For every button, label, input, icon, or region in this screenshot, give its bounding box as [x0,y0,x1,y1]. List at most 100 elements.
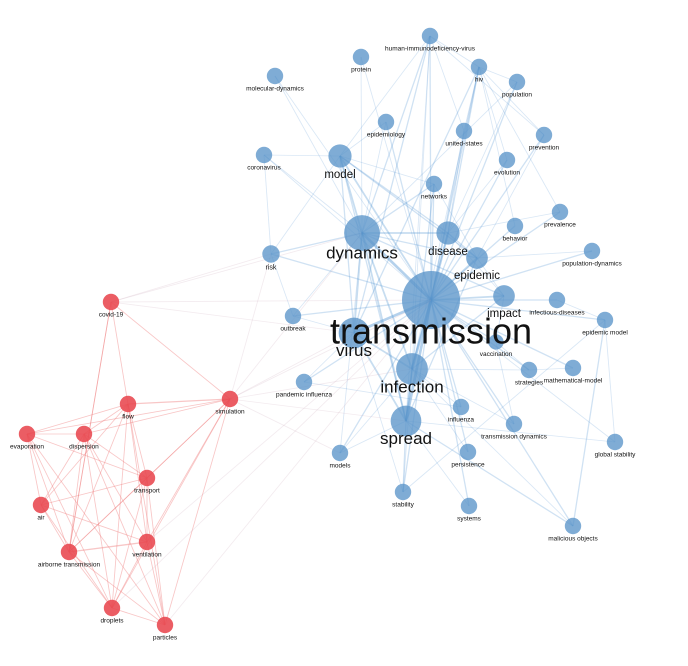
node-prevalence[interactable] [551,203,569,221]
node-prevention[interactable] [535,126,553,144]
node-label-transport: transport [134,487,160,494]
node-population[interactable] [508,73,526,91]
node-impact[interactable] [493,285,515,307]
node-label-molecular-dynamics: molecular-dynamics [246,85,305,92]
node-droplets[interactable] [103,599,121,617]
node-transmission-dynamics[interactable] [505,415,523,433]
edge-influenza-pandemic-influenza [303,381,462,408]
node-mathematical-model[interactable] [564,359,582,377]
edge-model-human-immunodeficiency-virus [339,35,431,157]
node-label-prevention: prevention [529,144,560,151]
node-label-disease: disease [428,246,468,258]
node-airborne-transmission[interactable] [60,543,78,561]
edge-air-ventilation [40,504,148,543]
node-epidemic[interactable] [466,247,488,269]
edge-airborne-transmission-droplets [68,551,113,609]
node-persistence[interactable] [459,443,477,461]
edge-evaporation-airborne-transmission [26,433,70,553]
edge-transmission-systems [430,299,470,507]
edge-disease-hiv [447,66,480,234]
node-virus[interactable] [338,317,370,349]
edge-particles-transmission [164,299,432,626]
node-ventilation[interactable] [138,533,156,551]
node-malicious-objects[interactable] [564,517,582,535]
edge-virus-model [339,155,355,334]
node-label-hiv: hiv [475,76,484,83]
node-dispersion[interactable] [75,425,93,443]
edge-evaporation-particles [26,433,166,626]
node-systems[interactable] [460,497,478,515]
node-label-dispersion: dispersion [69,443,99,450]
node-infectious-diseases[interactable] [548,291,566,309]
edge-dispersion-air [40,433,85,506]
edge-dynamics-spread [361,232,407,422]
node-label-systems: systems [457,515,482,522]
node-label-behavior: behavior [503,235,529,242]
edge-flow-dispersion [83,403,129,435]
node-global-stability[interactable] [606,433,624,451]
edge-human-immunodeficiency-virus-united-states [429,35,465,132]
node-pandemic-influenza[interactable] [295,373,313,391]
edge-air-droplets [40,504,113,609]
node-particles[interactable] [156,616,174,634]
edge-dynamics-population [361,81,518,234]
node-stability[interactable] [394,483,412,501]
node-flow[interactable] [119,395,137,413]
node-influenza[interactable] [452,398,470,416]
node-outbreak[interactable] [284,307,302,325]
edge-flow-simulation [127,398,231,405]
node-coronavirus[interactable] [255,146,273,164]
node-networks[interactable] [425,175,443,193]
node-epidemiology[interactable] [377,113,395,131]
edge-ventilation-airborne-transmission [68,541,148,553]
node-label-united-states: united-states [445,140,483,147]
edge-virus-human-immunodeficiency-virus [353,35,431,334]
edge-virus-stability [353,332,404,493]
node-united-states[interactable] [455,122,473,140]
node-label-models: models [330,462,352,469]
node-air[interactable] [32,496,50,514]
node-evaporation[interactable] [18,425,36,443]
edge-infection-persistence [411,368,469,453]
node-models[interactable] [331,444,349,462]
node-label-infectious-diseases: infectious-diseases [529,309,585,316]
node-spread[interactable] [390,405,422,437]
node-behavior[interactable] [506,217,524,235]
node-epidemic-model[interactable] [596,311,614,329]
node-simulation[interactable] [221,390,239,408]
edge-outbreak-risk [270,253,294,317]
edge-transmission-models [339,299,432,454]
edge-transmission-epidemiology [385,121,432,301]
node-label-strategies: strategies [515,379,544,386]
node-transport[interactable] [138,469,156,487]
edge-transmission-hiv [430,66,480,301]
edge-infection-impact [411,295,505,370]
node-population-dynamics[interactable] [583,242,601,260]
node-vaccination[interactable] [488,334,504,350]
edge-droplets-particles [111,607,166,626]
node-label-mathematical-model: mathematical-model [544,377,603,384]
node-protein[interactable] [352,48,370,66]
node-infection[interactable] [396,353,428,385]
node-label-vaccination: vaccination [480,351,513,358]
node-risk[interactable] [262,245,280,263]
node-dynamics[interactable] [344,215,380,251]
node-disease[interactable] [436,221,460,245]
node-human-immunodeficiency-virus[interactable] [421,27,439,45]
node-label-pandemic-influenza: pandemic influenza [276,391,332,398]
node-model[interactable] [328,144,352,168]
edge-dynamics-molecular-dynamics [274,75,363,234]
edge-model-risk [270,155,341,255]
node-transmission[interactable] [402,271,460,329]
node-covid-19[interactable] [102,293,120,311]
edge-disease-united-states [447,130,465,234]
node-evolution[interactable] [498,151,516,169]
node-strategies[interactable] [520,361,538,379]
edge-transmission-prevention [430,134,545,301]
node-molecular-dynamics[interactable] [266,67,284,85]
edge-infection-models [339,368,413,454]
node-hiv[interactable] [470,58,488,76]
edge-dynamics-outbreak [292,232,363,317]
edge-model-disease [339,155,449,234]
edge-epidemic-networks [433,183,478,259]
